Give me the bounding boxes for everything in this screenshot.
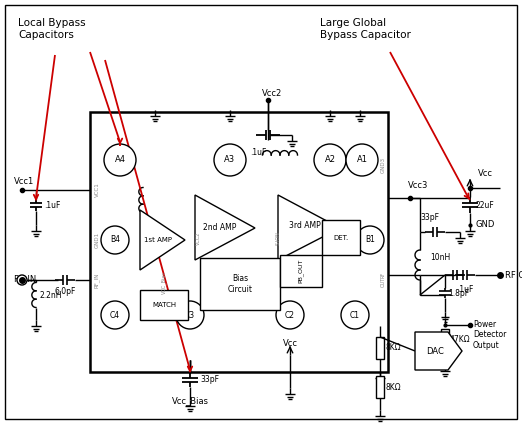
Text: Vcc1: Vcc1 [14, 177, 34, 186]
Text: PB_OUT: PB_OUT [298, 259, 304, 283]
Bar [322, 220, 360, 255]
Text: S-ION: S-ION [276, 231, 280, 245]
Text: VCC_Bias: VCC_Bias [161, 271, 167, 294]
Bar [441, 329, 449, 351]
Text: RF: RF [381, 272, 386, 278]
Text: 3rd AMP: 3rd AMP [289, 220, 321, 229]
Text: 22uF: 22uF [475, 201, 494, 209]
Circle shape [356, 226, 384, 254]
Text: 1.8pF: 1.8pF [448, 288, 469, 298]
Text: RF IN: RF IN [14, 276, 36, 285]
Text: Bias
Circuit: Bias Circuit [228, 274, 253, 294]
Text: MATCH: MATCH [152, 302, 176, 308]
Text: 47KΩ: 47KΩ [450, 335, 471, 344]
Circle shape [214, 144, 246, 176]
Circle shape [104, 144, 136, 176]
Text: Vcc_Bias: Vcc_Bias [172, 396, 208, 405]
Text: 10nH: 10nH [430, 254, 450, 262]
Text: A2: A2 [325, 156, 336, 165]
Text: OUT: OUT [381, 277, 386, 287]
Text: .1uF: .1uF [250, 148, 266, 157]
Text: VCC1: VCC1 [94, 183, 100, 198]
Text: Vcc: Vcc [478, 169, 493, 178]
Text: C4: C4 [110, 310, 120, 320]
Text: 2nd AMP: 2nd AMP [203, 223, 236, 232]
Circle shape [341, 301, 369, 329]
Text: 8KΩ: 8KΩ [385, 343, 400, 352]
Circle shape [17, 275, 27, 285]
Text: A3: A3 [224, 156, 235, 165]
Text: DAC: DAC [426, 346, 444, 355]
Text: C1: C1 [350, 310, 360, 320]
Circle shape [101, 226, 129, 254]
Text: C2: C2 [285, 310, 295, 320]
Circle shape [331, 226, 359, 254]
Text: B1: B1 [365, 235, 375, 245]
Text: 33pF: 33pF [420, 213, 439, 222]
Text: A4: A4 [114, 156, 125, 165]
Text: Large Global
Bypass Capacitor: Large Global Bypass Capacitor [320, 18, 411, 39]
Text: GND: GND [475, 220, 494, 229]
Text: C3: C3 [185, 310, 195, 320]
Polygon shape [278, 195, 340, 260]
Text: 6.0pF: 6.0pF [54, 287, 76, 296]
Text: 8KΩ: 8KΩ [385, 382, 400, 391]
Circle shape [101, 301, 129, 329]
Text: GND1: GND1 [94, 232, 100, 248]
Bar [200, 258, 280, 310]
Text: VCC2: VCC2 [196, 232, 200, 245]
Polygon shape [140, 210, 185, 270]
Bar [90, 112, 388, 372]
Text: 33pF: 33pF [200, 376, 219, 385]
Bar [280, 255, 322, 287]
Circle shape [276, 301, 304, 329]
Circle shape [176, 301, 204, 329]
Text: .1uF: .1uF [44, 201, 61, 209]
Text: Vcc3: Vcc3 [408, 181, 429, 190]
Bar [376, 376, 384, 398]
Circle shape [314, 144, 346, 176]
Circle shape [346, 144, 378, 176]
Text: 2.2nH: 2.2nH [40, 290, 63, 299]
Polygon shape [415, 332, 462, 370]
Polygon shape [195, 195, 255, 260]
Bar [140, 290, 188, 320]
Bar [376, 337, 384, 359]
Text: Vcc2: Vcc2 [262, 89, 282, 98]
Text: DET.: DET. [334, 235, 349, 241]
Text: GND3: GND3 [381, 157, 386, 173]
Text: Local Bypass
Capacitors: Local Bypass Capacitors [18, 18, 86, 39]
Text: B4: B4 [110, 235, 120, 245]
Text: A1: A1 [357, 156, 367, 165]
Text: B2: B2 [340, 235, 350, 245]
Text: Vcc: Vcc [282, 339, 298, 348]
Text: .1uF: .1uF [457, 285, 473, 294]
Text: Power
Detector
Output: Power Detector Output [473, 320, 506, 350]
Text: VCC2: VCC2 [381, 233, 386, 247]
Text: RF_IN: RF_IN [94, 272, 100, 288]
Text: 1st AMP: 1st AMP [144, 237, 172, 243]
Text: RF Out: RF Out [505, 271, 522, 279]
